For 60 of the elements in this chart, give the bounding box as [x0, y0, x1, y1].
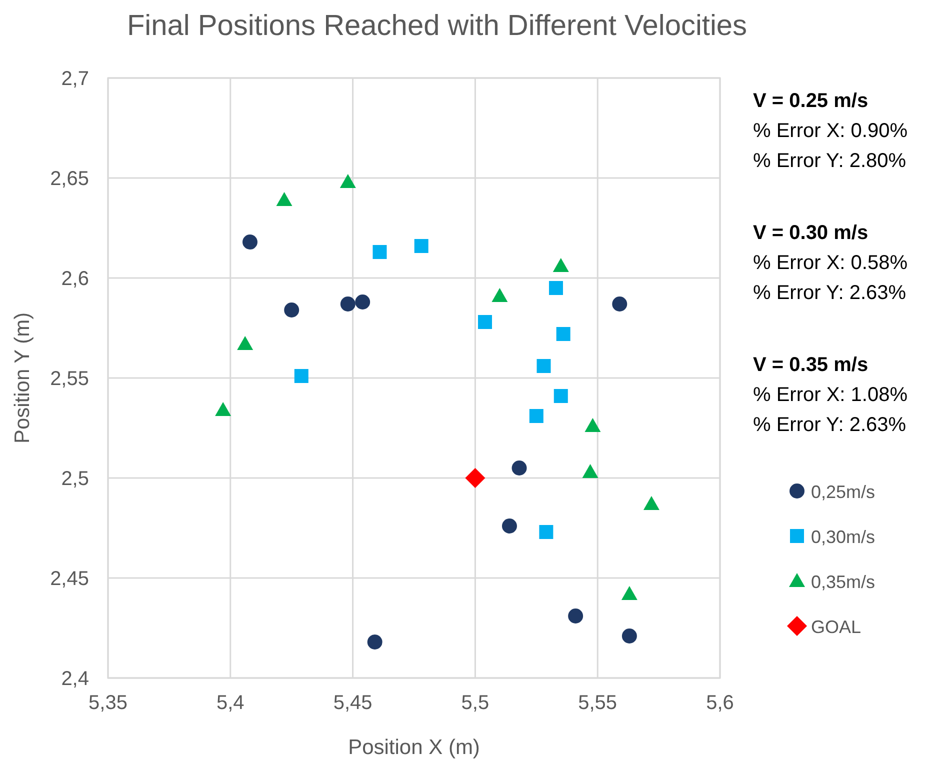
text: % Error X: 1.08%	[753, 384, 908, 406]
point	[621, 586, 638, 600]
x-tick-label: 5,5	[461, 692, 490, 714]
point	[284, 302, 300, 318]
point	[552, 258, 569, 272]
point	[502, 518, 517, 534]
text: V = 0.35 m/s	[753, 354, 868, 376]
legend-label: GOAL	[811, 617, 862, 637]
point	[556, 327, 570, 341]
y-tick-label: 2,7	[61, 68, 89, 90]
y-tick-label: 2,45	[50, 568, 89, 590]
point	[355, 294, 370, 310]
point	[529, 409, 544, 423]
legend-label: 0,25m/s	[811, 482, 876, 502]
point	[478, 315, 492, 329]
y-tick-label: 2,55	[50, 368, 89, 390]
point	[539, 525, 554, 539]
text: % Error X: 0.58%	[753, 252, 908, 274]
point	[612, 296, 628, 312]
point	[242, 234, 258, 250]
text: % Error Y: 2.63%	[753, 282, 906, 304]
chart-title: Final Positions Reached with Different Velocities	[126, 10, 748, 42]
x-tick-label: 5,6	[706, 692, 734, 714]
x-axis-title: Position X (m)	[348, 736, 480, 759]
point	[294, 369, 308, 383]
y-tick-label: 2,4	[61, 668, 89, 690]
point	[622, 628, 637, 644]
text: V = 0.25 m/s	[753, 90, 868, 112]
point	[340, 296, 356, 312]
x-tick-label: 5,45	[333, 692, 372, 714]
point	[215, 402, 232, 416]
point	[237, 336, 254, 350]
point	[568, 608, 584, 624]
legend-label: 0,35m/s	[811, 572, 876, 592]
text: % Error X: 0.90%	[753, 120, 908, 142]
text: V = 0.30 m/s	[753, 222, 868, 244]
text: % Error Y: 2.63%	[753, 414, 906, 436]
point	[340, 174, 356, 188]
point	[492, 288, 508, 302]
x-tick-label: 5,4	[216, 692, 244, 714]
point	[414, 239, 428, 253]
point	[536, 359, 551, 373]
point	[643, 496, 660, 510]
x-tick-label: 5,35	[88, 692, 128, 714]
point	[372, 245, 387, 259]
point	[465, 468, 486, 488]
point	[582, 464, 598, 478]
point	[367, 634, 382, 650]
point	[276, 192, 292, 206]
legend-label: 0,30m/s	[811, 527, 876, 547]
y-tick-label: 2,65	[50, 168, 89, 190]
point	[554, 389, 568, 403]
point	[512, 460, 527, 476]
x-tick-label: 5,55	[578, 692, 618, 714]
y-tick-label: 2,5	[61, 468, 89, 490]
point	[584, 418, 601, 432]
text: % Error Y: 2.80%	[753, 150, 906, 172]
y-axis-title: Position Y (m)	[11, 312, 34, 444]
y-tick-label: 2,6	[61, 268, 89, 290]
point	[548, 281, 563, 295]
